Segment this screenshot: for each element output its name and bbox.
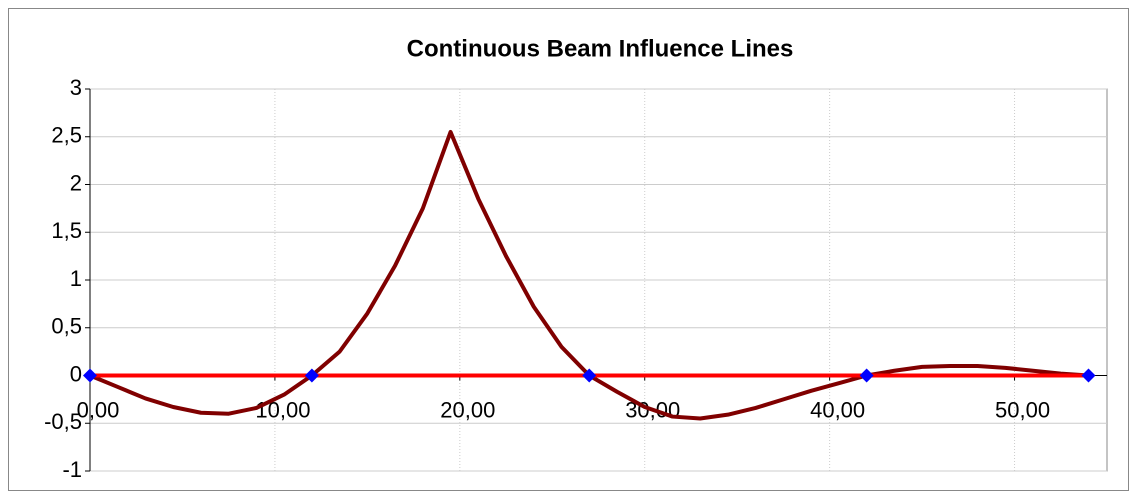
y-tick-label: 3	[70, 75, 82, 100]
support-marker	[1081, 368, 1096, 383]
y-tick-label: 1,5	[51, 218, 82, 243]
x-tick-label: 20,00	[440, 397, 495, 422]
y-tick-label: 2,5	[51, 123, 82, 148]
y-tick-label: 2	[70, 170, 82, 195]
y-tick-label: -1	[62, 457, 82, 482]
y-tick-label: 0	[70, 361, 82, 386]
x-tick-label: 40,00	[810, 397, 865, 422]
x-tick-label: 50,00	[995, 397, 1050, 422]
x-tick-label: 10,00	[255, 397, 310, 422]
y-tick-label: -0,5	[44, 409, 82, 434]
y-tick-label: 0,5	[51, 314, 82, 339]
support-marker	[582, 368, 597, 383]
x-tick-label: 0,00	[77, 397, 120, 422]
chart-title: Continuous Beam Influence Lines	[407, 35, 794, 62]
y-tick-label: 1	[70, 266, 82, 291]
support-marker	[304, 368, 319, 383]
support-marker	[859, 368, 874, 383]
support-marker	[83, 368, 97, 383]
